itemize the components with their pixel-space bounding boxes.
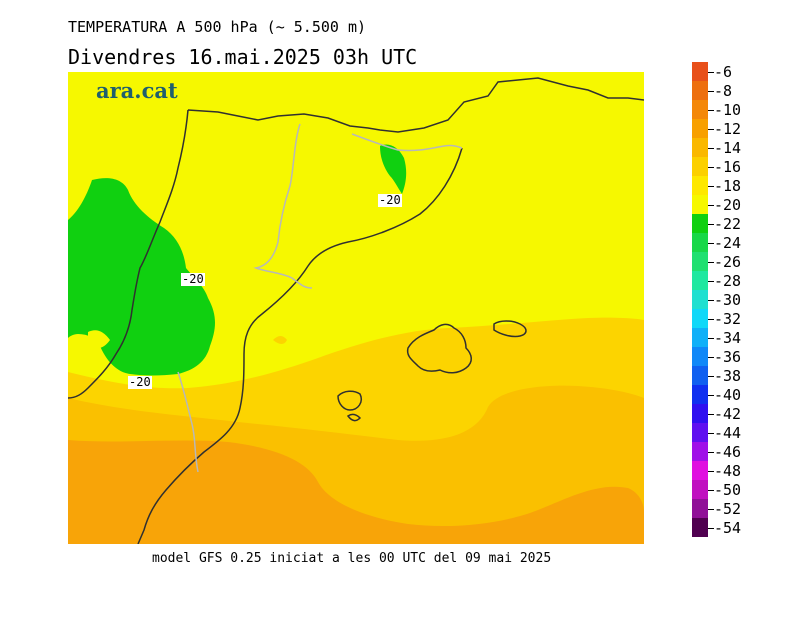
island-menorca (493, 320, 527, 338)
legend-swatch (692, 499, 708, 518)
legend-tick (708, 223, 714, 225)
legend-tick (708, 166, 714, 168)
legend-tick (708, 470, 714, 472)
legend-swatch (692, 100, 708, 119)
legend-label: -30 (714, 290, 742, 309)
legend-swatch (692, 290, 708, 309)
legend-swatch (692, 423, 708, 442)
legend-tick (708, 261, 714, 263)
logo-text: ara.cat (96, 78, 178, 103)
legend-tick (708, 318, 714, 320)
legend-swatch (692, 62, 708, 81)
field-island-18 (273, 336, 287, 344)
legend-swatch (692, 138, 708, 157)
legend-label: -54 (714, 518, 742, 537)
legend-label: -34 (714, 328, 742, 347)
legend-label: -38 (714, 366, 742, 385)
legend-tick (708, 90, 714, 92)
legend-swatch (692, 461, 708, 480)
legend-label: -6 (714, 62, 733, 81)
border-line (177, 123, 463, 473)
legend-swatch (692, 119, 708, 138)
field-band-14 (68, 440, 644, 544)
legend-tick (708, 375, 714, 377)
temperature-map: ara.cat -20 -20 -20 (67, 72, 645, 545)
legend-swatch (692, 385, 708, 404)
coastline (67, 77, 645, 545)
legend-tick (708, 109, 714, 111)
legend-swatch (692, 480, 708, 499)
legend-tick (708, 527, 714, 529)
temperature-legend: -6 -8 -10 -12 -14 -16 -18 -20 -22 -24 -26 -28 -30 -32… (692, 62, 792, 562)
legend-swatch (692, 214, 708, 233)
map-title: TEMPERATURA A 500 hPa (~ 5.500 m) (68, 18, 367, 36)
legend-label: -16 (714, 157, 742, 176)
legend-label: -50 (714, 480, 742, 499)
field-green-west (68, 178, 215, 376)
legend-swatch (692, 442, 708, 461)
field-green-north (380, 144, 407, 194)
legend-label: -26 (714, 252, 742, 271)
legend-tick (708, 356, 714, 358)
legend-label: -32 (714, 309, 742, 328)
legend-swatch (692, 328, 708, 347)
legend-tick (708, 242, 714, 244)
legend-swatch (692, 176, 708, 195)
legend-label: -8 (714, 81, 733, 100)
legend-tick (708, 508, 714, 510)
legend-label: -20 (714, 195, 742, 214)
legend-swatch (692, 157, 708, 176)
legend-tick (708, 432, 714, 434)
legend-tick (708, 185, 714, 187)
legend-label: -24 (714, 233, 742, 252)
legend-swatch (692, 271, 708, 290)
legend-label: -22 (714, 214, 742, 233)
island-mallorca (406, 323, 472, 374)
legend-label: -44 (714, 423, 742, 442)
contour-label: -20 (378, 193, 402, 207)
legend-label: -28 (714, 271, 742, 290)
legend-label: -48 (714, 461, 742, 480)
legend-swatch (692, 347, 708, 366)
legend-tick (708, 280, 714, 282)
legend-label: -10 (714, 100, 742, 119)
legend-swatch (692, 195, 708, 214)
legend-label: -42 (714, 404, 742, 423)
map-canvas: ara.cat (67, 72, 645, 545)
legend-tick (708, 413, 714, 415)
legend-label: -18 (714, 176, 742, 195)
legend-tick (708, 128, 714, 130)
legend-label: -36 (714, 347, 742, 366)
contour-label: -20 (128, 375, 152, 389)
island-ibiza (337, 390, 362, 411)
contour-label: -20 (181, 272, 205, 286)
map-subtitle: Divendres 16.mai.2025 03h UTC (68, 45, 418, 69)
island-formentera (346, 413, 362, 422)
legend-label: -40 (714, 385, 742, 404)
legend-swatch (692, 366, 708, 385)
legend-tick (708, 394, 714, 396)
field-green-gap (88, 330, 110, 349)
legend-tick (708, 204, 714, 206)
legend-swatch (692, 404, 708, 423)
legend-tick (708, 71, 714, 73)
legend-label: -14 (714, 138, 742, 157)
legend-label: -12 (714, 119, 742, 138)
legend-label: -52 (714, 499, 742, 518)
legend-tick (708, 451, 714, 453)
legend-label: -46 (714, 442, 742, 461)
legend-tick (708, 299, 714, 301)
legend-swatch (692, 233, 708, 252)
legend-swatch (692, 81, 708, 100)
legend-tick (708, 489, 714, 491)
legend-swatch (692, 252, 708, 271)
legend-swatch (692, 309, 708, 328)
legend-tick (708, 337, 714, 339)
model-footer: model GFS 0.25 iniciat a les 00 UTC del … (152, 551, 552, 566)
legend-swatch (692, 518, 708, 537)
legend-tick (708, 147, 714, 149)
